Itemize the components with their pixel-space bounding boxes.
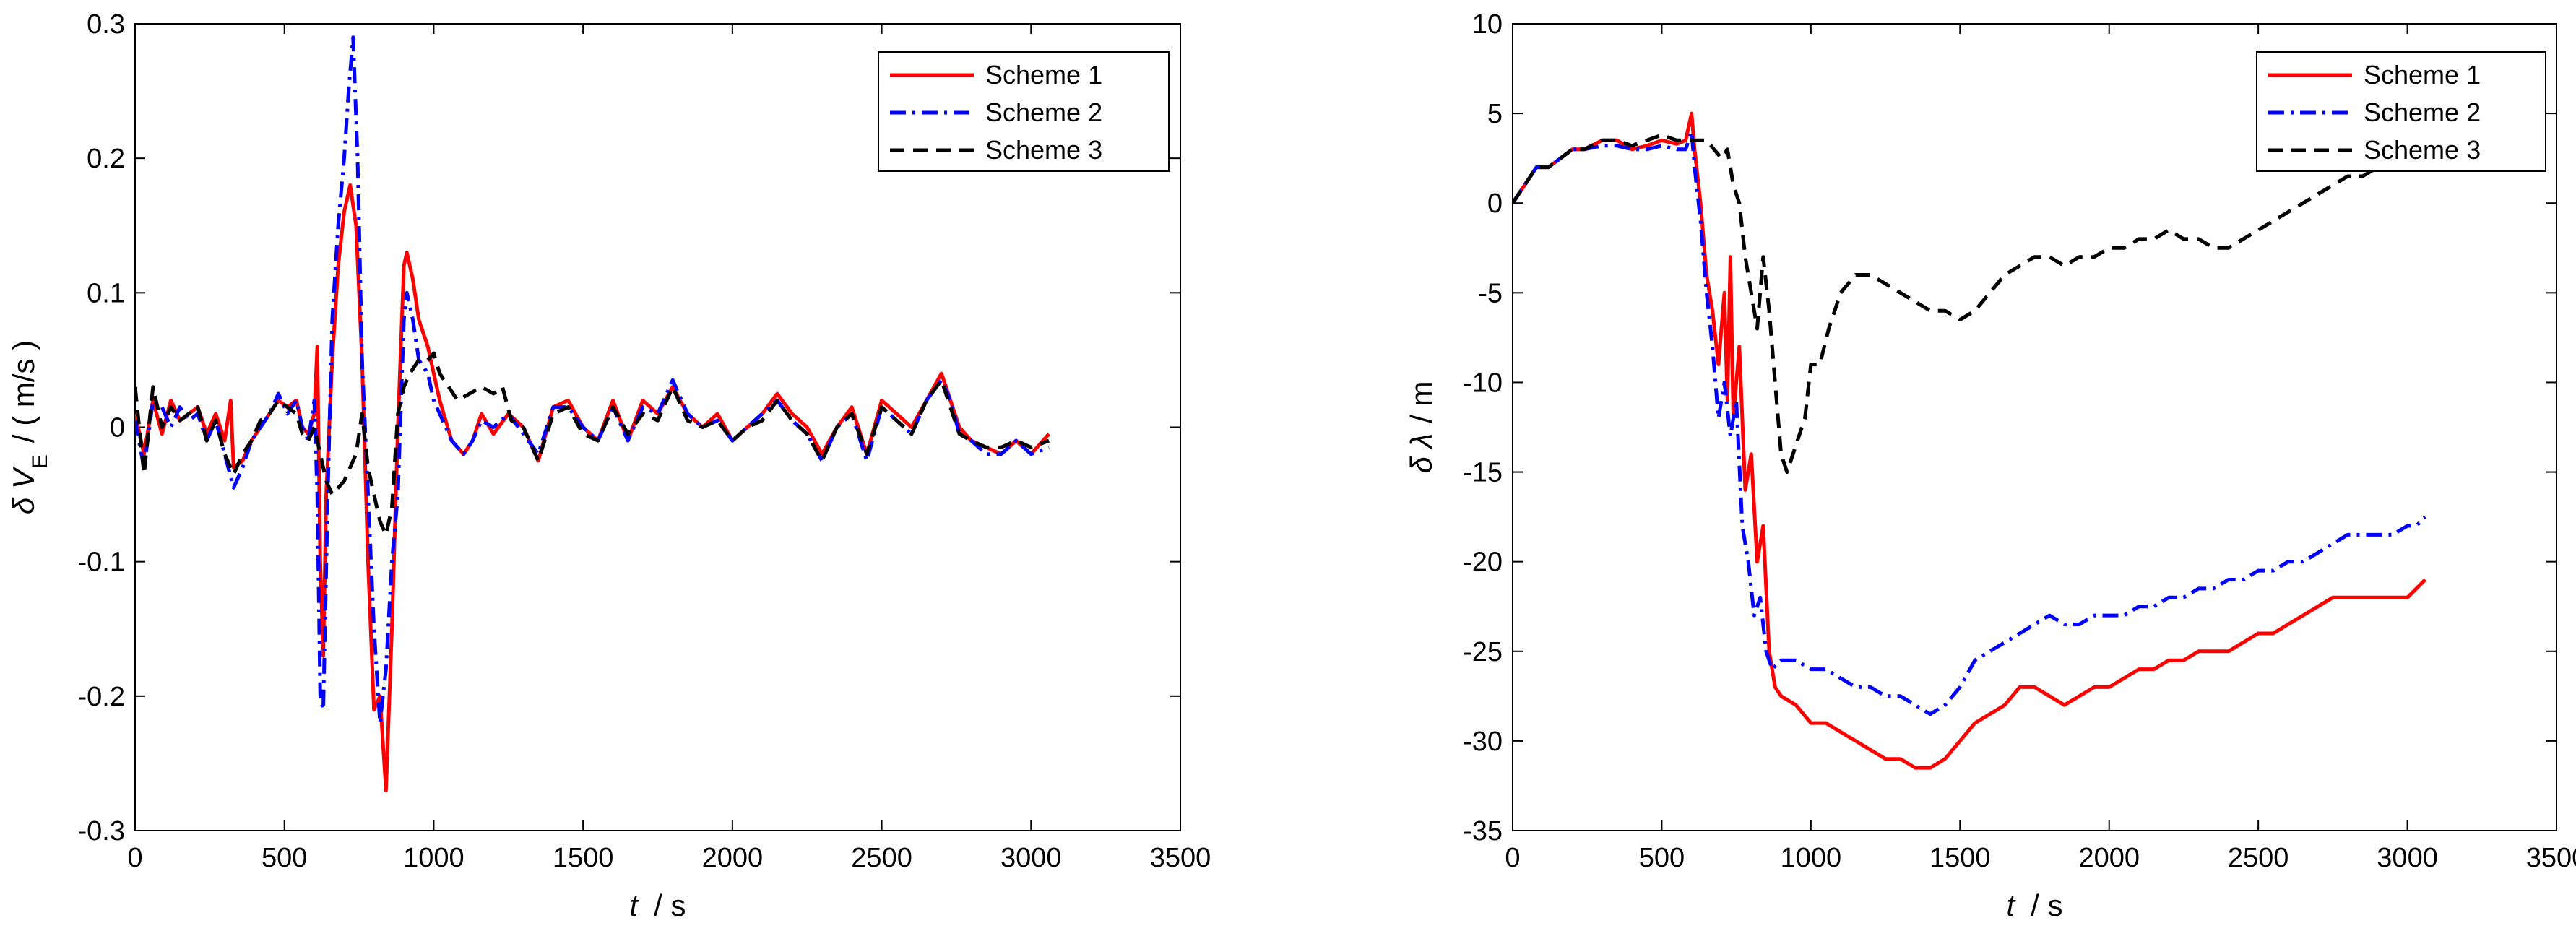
- legend-label-scheme1: Scheme 1: [985, 60, 1102, 90]
- y-axis-label-unit: / m: [1404, 381, 1438, 422]
- x-tick-label: 3500: [1150, 843, 1211, 873]
- x-tick-label: 2000: [702, 843, 764, 873]
- x-tick-label: 1000: [403, 843, 464, 873]
- y-tick-label: 0.3: [87, 9, 125, 40]
- x-tick-label: 1500: [553, 843, 614, 873]
- y-tick-label: -0.2: [78, 682, 125, 712]
- y-axis-label: δ λ / m: [1404, 381, 1438, 473]
- y-tick-label: 0: [1487, 188, 1503, 219]
- x-axis-label-unit: / s: [654, 888, 686, 922]
- x-tick-label: 2500: [2228, 843, 2289, 873]
- y-axis-label: δ VE / ( m/s ): [7, 340, 52, 514]
- y-tick-label: -30: [1463, 727, 1503, 757]
- x-axis-label-var: t: [629, 888, 639, 922]
- y-tick-label: -20: [1463, 547, 1503, 578]
- legend: Scheme 1 Scheme 2 Scheme 3: [878, 51, 1170, 172]
- legend-label-scheme3: Scheme 3: [2364, 135, 2481, 165]
- series-line-scheme2: [1513, 129, 2427, 716]
- chart-left: 0 500 1000 1500 2000 2500 3000 35000.30.20.10-0…: [7, 9, 1211, 922]
- y-tick-label: 0: [110, 413, 125, 443]
- x-tick-label: 1000: [1781, 843, 1842, 873]
- legend-label-scheme1: Scheme 1: [2364, 60, 2481, 90]
- x-tick-label: 0: [1505, 843, 1520, 873]
- x-tick-label: 0: [127, 843, 142, 873]
- series-group: [1513, 111, 2427, 770]
- y-tick-label: 0.1: [87, 278, 125, 308]
- y-axis-label-var: δ V: [7, 466, 40, 514]
- y-axis-label-sub: E: [28, 454, 52, 469]
- legend-label-scheme2: Scheme 2: [2364, 98, 2481, 127]
- x-axis-label-var: t: [2006, 888, 2016, 922]
- legend-label-scheme2: Scheme 2: [985, 98, 1102, 127]
- y-tick-label: -0.3: [78, 816, 125, 846]
- x-tick-label: 500: [1639, 843, 1685, 873]
- series-line-scheme3: [135, 351, 1050, 537]
- y-axis-label-unit: / ( m/s ): [7, 340, 40, 443]
- chart-right: 0 500 1000 1500 2000 2500 3000 3500 10 5 0 -5 -10 -15…: [1404, 9, 2576, 922]
- legend: Scheme 1 Scheme 2 Scheme 3: [2256, 51, 2546, 172]
- x-tick-label: 2500: [851, 843, 912, 873]
- series-line-scheme1: [1513, 111, 2427, 770]
- x-tick-label: 2000: [2078, 843, 2140, 873]
- y-tick-label: -0.1: [78, 547, 125, 578]
- x-tick-label: 500: [262, 843, 307, 873]
- series-line-scheme1: [135, 183, 1050, 792]
- y-axis-label-var: δ λ: [1404, 433, 1438, 474]
- legend-label-scheme3: Scheme 3: [985, 135, 1102, 165]
- series-line-scheme3: [1513, 133, 2379, 474]
- x-axis-label: t / s: [629, 888, 686, 922]
- y-tick-label: 0.2: [87, 144, 125, 174]
- x-axis-label-unit: / s: [2031, 888, 2062, 922]
- y-tick-label: -5: [1478, 278, 1503, 308]
- x-tick-label: 3500: [2526, 843, 2576, 873]
- x-axis-label: t / s: [2006, 888, 2062, 922]
- y-tick-label: -10: [1463, 368, 1503, 398]
- y-tick-label: 10: [1472, 9, 1503, 40]
- x-tick-label: 3000: [2377, 843, 2438, 873]
- series-line-scheme2: [135, 35, 1050, 725]
- x-tick-label: 3000: [1000, 843, 1062, 873]
- y-tick-label: 5: [1487, 99, 1503, 129]
- x-tick-label: 1500: [1929, 843, 1991, 873]
- series-group: [135, 35, 1050, 792]
- y-tick-label: -15: [1463, 458, 1503, 488]
- y-tick-label: -35: [1463, 816, 1503, 846]
- y-tick-label: -25: [1463, 637, 1503, 667]
